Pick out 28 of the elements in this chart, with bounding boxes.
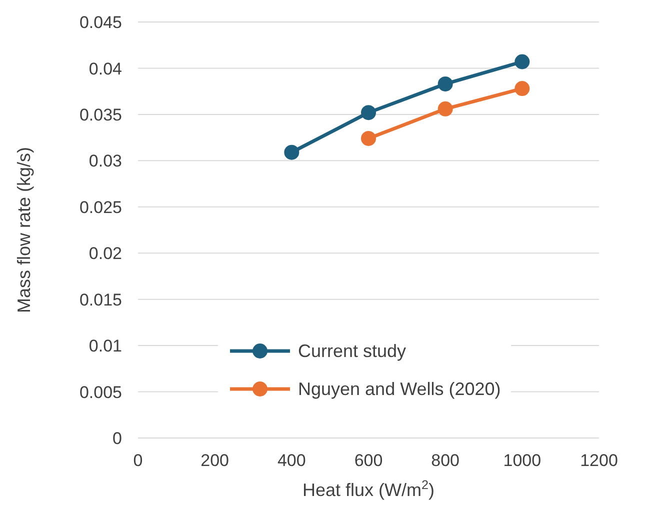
y-tick-label: 0.025 xyxy=(79,198,122,217)
y-axis-title: Mass flow rate (kg/s) xyxy=(14,146,34,314)
y-tick-label: 0.03 xyxy=(88,152,122,171)
legend-label: Nguyen and Wells (2020) xyxy=(298,378,501,400)
x-tick-label: 0 xyxy=(133,451,143,470)
point xyxy=(438,101,453,116)
point xyxy=(438,76,453,92)
y-tick-label: 0.04 xyxy=(88,59,122,78)
x-tick-label: 1200 xyxy=(580,451,618,470)
point xyxy=(361,130,376,146)
y-tick-label: 0.015 xyxy=(79,290,122,310)
point xyxy=(514,54,530,70)
x-tick-label: 600 xyxy=(354,451,383,470)
x-tick-label: 400 xyxy=(277,451,306,470)
point xyxy=(361,105,376,120)
x-tick-label: 800 xyxy=(431,451,460,470)
point xyxy=(284,144,300,160)
x-axis-title: Heat flux (W/m$^{2}$) xyxy=(302,478,435,500)
y-tick-label: 0.02 xyxy=(88,244,122,264)
y-tick-label: 0.035 xyxy=(79,105,122,124)
y-tick-label: 0.005 xyxy=(79,382,122,402)
x-tick-label: 1000 xyxy=(503,451,542,470)
legend-label: Current study xyxy=(298,340,406,362)
x-tick-label: 200 xyxy=(200,451,230,470)
y-tick-label: 0 xyxy=(112,429,122,448)
y-tick-label: 0.045 xyxy=(79,13,122,32)
point xyxy=(514,81,530,96)
y-tick-label: 0.01 xyxy=(88,336,122,356)
